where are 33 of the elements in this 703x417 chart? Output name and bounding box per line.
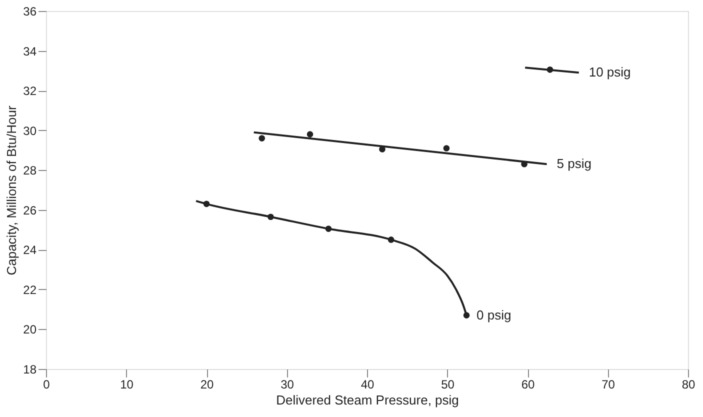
- x-axis-title: Delivered Steam Pressure, psig: [276, 392, 459, 408]
- point: [258, 135, 266, 142]
- x-tick-label: 80: [682, 378, 696, 392]
- y-axis-title: Capacity, Millions of Btu/Hour: [4, 105, 20, 276]
- series-label: 5 psig: [556, 156, 592, 172]
- y-tick-label: 28: [23, 164, 37, 178]
- y-tick-label: 18: [23, 362, 37, 376]
- x-tick-label: 30: [280, 378, 294, 392]
- y-tick-label: 20: [23, 322, 37, 337]
- y-tick-label: 34: [23, 44, 37, 58]
- point: [443, 145, 450, 152]
- y-tick-label: 32: [23, 84, 37, 98]
- y-tick-label: 22: [23, 282, 37, 297]
- point: [306, 131, 314, 138]
- x-tick-label: 70: [602, 378, 616, 392]
- x-tick-label: 60: [521, 378, 535, 392]
- point: [268, 214, 274, 220]
- point: [325, 226, 332, 232]
- point: [463, 312, 470, 318]
- point: [388, 236, 394, 243]
- x-tick-label: 50: [441, 378, 455, 392]
- series-label: 0 psig: [476, 307, 512, 322]
- point: [203, 200, 210, 208]
- x-tick-label: 40: [360, 378, 374, 392]
- y-tick-label: 36: [23, 4, 37, 18]
- x-tick-label: 20: [200, 378, 214, 392]
- y-tick-label: 24: [23, 243, 37, 258]
- y-tick-label: 26: [23, 203, 37, 218]
- y-tick-label: 30: [23, 124, 37, 138]
- x-tick-label: 10: [120, 378, 134, 392]
- series-label: 10 psig: [588, 64, 631, 80]
- point: [546, 66, 554, 73]
- x-tick-label: 0: [43, 378, 50, 392]
